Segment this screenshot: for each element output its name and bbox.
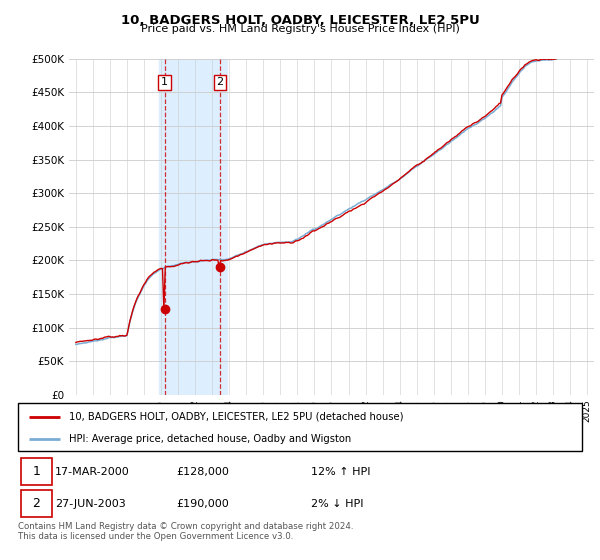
Text: 1: 1 <box>161 77 168 87</box>
Text: 12% ↑ HPI: 12% ↑ HPI <box>311 466 371 477</box>
Text: Contains HM Land Registry data © Crown copyright and database right 2024.
This d: Contains HM Land Registry data © Crown c… <box>18 522 353 542</box>
Text: Price paid vs. HM Land Registry's House Price Index (HPI): Price paid vs. HM Land Registry's House … <box>140 24 460 34</box>
Text: £190,000: £190,000 <box>176 499 229 509</box>
Text: 10, BADGERS HOLT, OADBY, LEICESTER, LE2 5PU: 10, BADGERS HOLT, OADBY, LEICESTER, LE2 … <box>121 14 479 27</box>
Bar <box>159 59 227 395</box>
Text: HPI: Average price, detached house, Oadby and Wigston: HPI: Average price, detached house, Oadb… <box>69 434 351 444</box>
Text: 2% ↓ HPI: 2% ↓ HPI <box>311 499 364 509</box>
Text: £128,000: £128,000 <box>176 466 229 477</box>
Text: 10, BADGERS HOLT, OADBY, LEICESTER, LE2 5PU (detached house): 10, BADGERS HOLT, OADBY, LEICESTER, LE2 … <box>69 412 403 422</box>
Text: 1: 1 <box>32 465 40 478</box>
Text: 2: 2 <box>32 497 40 510</box>
Text: 27-JUN-2003: 27-JUN-2003 <box>55 499 125 509</box>
Text: 17-MAR-2000: 17-MAR-2000 <box>55 466 130 477</box>
Bar <box>21 491 52 517</box>
Bar <box>21 458 52 485</box>
Text: 2: 2 <box>217 77 224 87</box>
